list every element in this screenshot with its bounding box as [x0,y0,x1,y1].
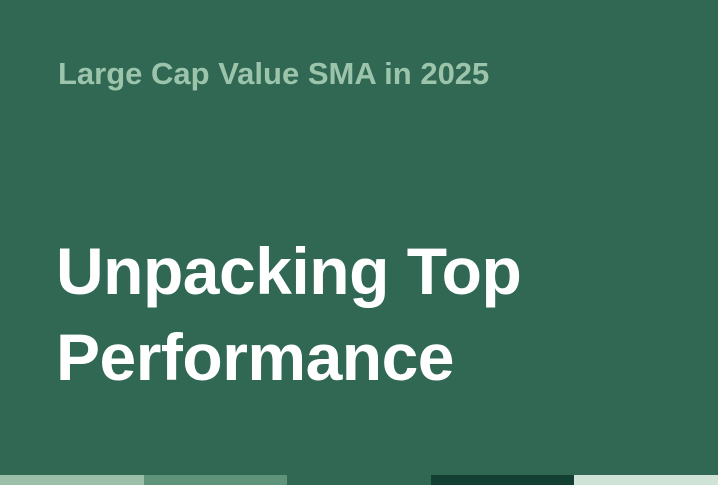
stripe-segment-2 [143,475,288,485]
subtitle: Large Cap Value SMA in 2025 [58,56,490,91]
color-stripe [0,475,718,485]
stripe-segment-1 [0,475,144,485]
title-line-2: Performance [56,320,455,394]
stripe-segment-3 [287,475,431,485]
stripe-segment-4 [430,475,575,485]
title-line-1: Unpacking Top [56,234,522,308]
stripe-segment-5 [574,475,718,485]
page-title: Unpacking Top Performance [56,228,522,400]
